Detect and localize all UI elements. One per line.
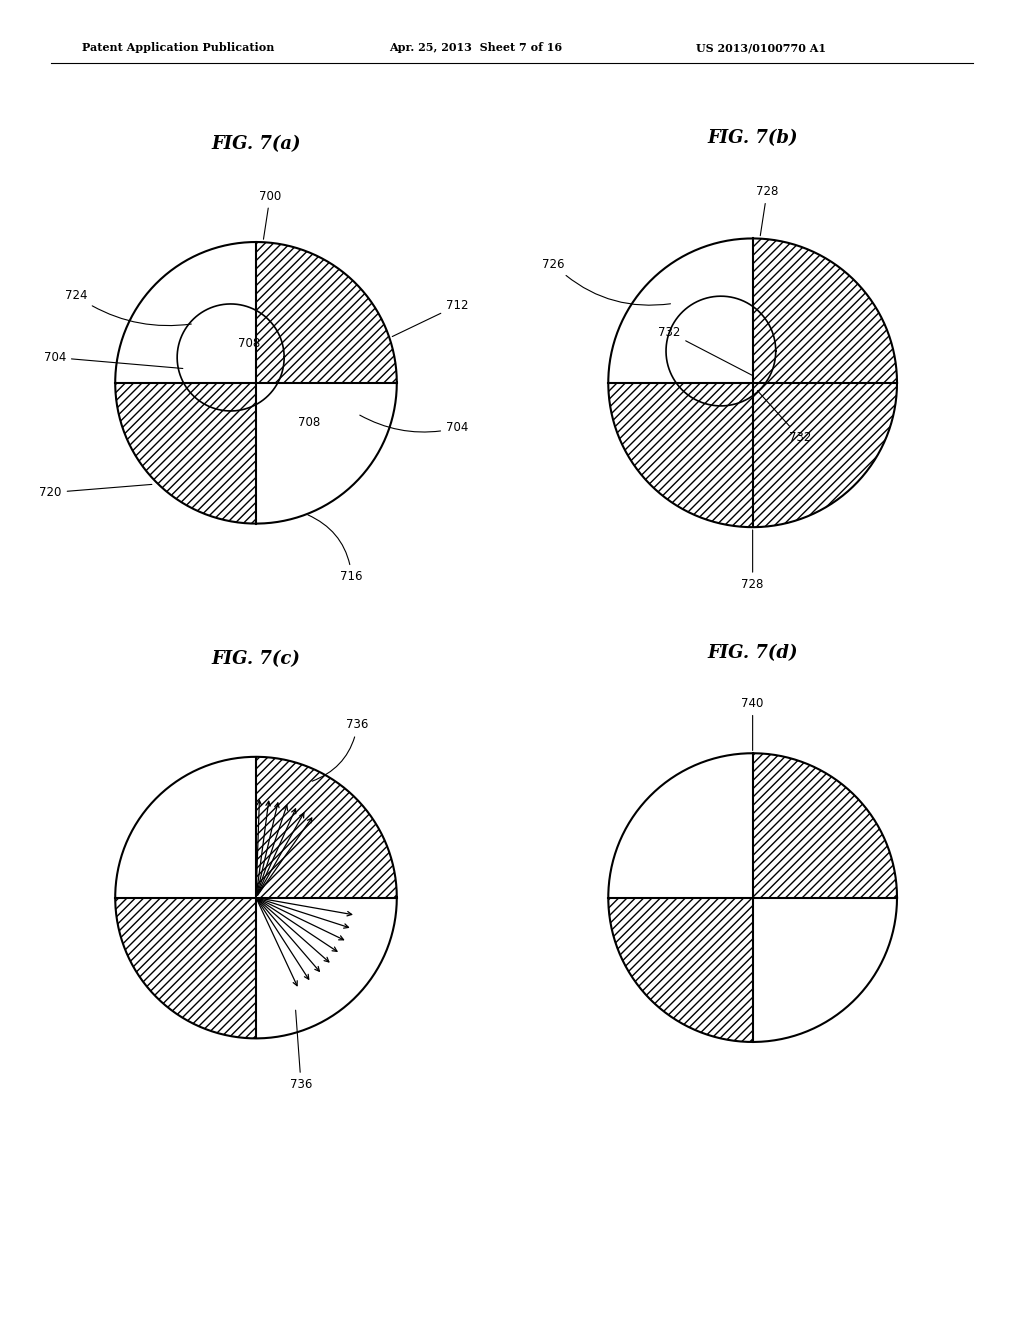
Title: FIG. 7(a): FIG. 7(a) bbox=[211, 135, 301, 153]
Text: 740: 740 bbox=[741, 697, 764, 751]
Text: 728: 728 bbox=[741, 529, 764, 591]
Title: FIG. 7(d): FIG. 7(d) bbox=[708, 644, 798, 663]
Text: 726: 726 bbox=[543, 257, 671, 305]
Title: FIG. 7(b): FIG. 7(b) bbox=[708, 129, 798, 148]
Title: FIG. 7(c): FIG. 7(c) bbox=[212, 649, 300, 668]
Text: 720: 720 bbox=[39, 484, 152, 499]
Text: 732: 732 bbox=[758, 391, 811, 444]
Text: 708: 708 bbox=[238, 337, 260, 350]
Text: US 2013/0100770 A1: US 2013/0100770 A1 bbox=[696, 42, 826, 53]
Text: 708: 708 bbox=[298, 416, 321, 429]
Text: 700: 700 bbox=[259, 190, 282, 239]
Text: 716: 716 bbox=[308, 515, 362, 583]
Text: 736: 736 bbox=[312, 718, 369, 781]
Text: 724: 724 bbox=[65, 289, 191, 326]
Text: 736: 736 bbox=[290, 1010, 312, 1090]
Text: 728: 728 bbox=[756, 185, 778, 236]
Text: 732: 732 bbox=[658, 326, 753, 376]
Text: Patent Application Publication: Patent Application Publication bbox=[82, 42, 274, 53]
Text: 704: 704 bbox=[44, 351, 183, 368]
Text: 712: 712 bbox=[392, 298, 469, 337]
Text: Apr. 25, 2013  Sheet 7 of 16: Apr. 25, 2013 Sheet 7 of 16 bbox=[389, 42, 562, 53]
Text: 704: 704 bbox=[359, 414, 468, 434]
